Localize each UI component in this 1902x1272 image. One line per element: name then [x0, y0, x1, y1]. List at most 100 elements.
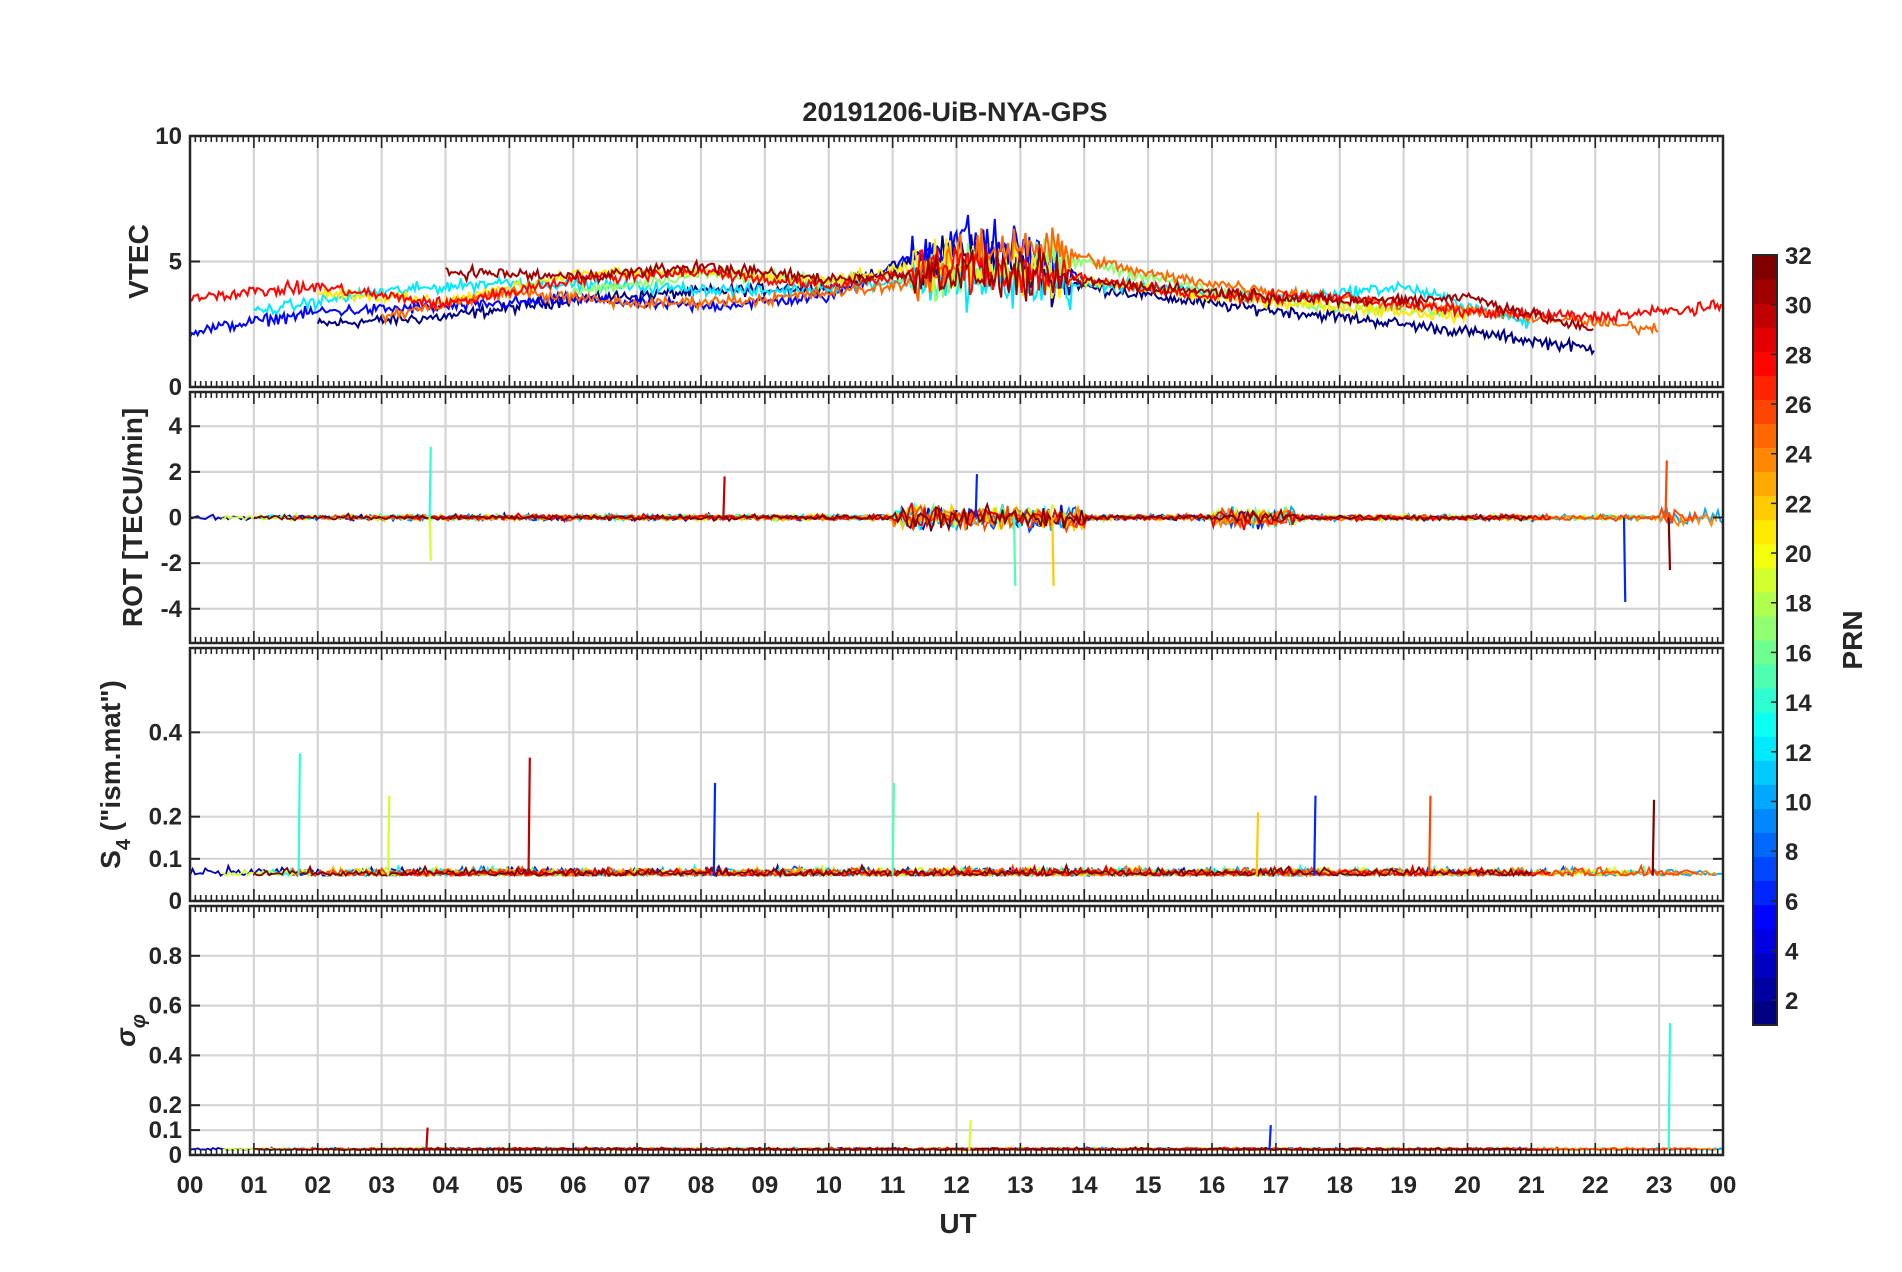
spike — [968, 1120, 972, 1151]
spike — [891, 782, 896, 876]
colorbar-swatch — [1753, 952, 1777, 978]
x-tick-label: 16 — [1199, 1172, 1226, 1199]
series-prn-28 — [190, 246, 1723, 326]
panel-3: 0 0.1 0.2 0.4 S4 ("ism.mat") — [95, 646, 1725, 915]
x-tick-label: 19 — [1390, 1172, 1417, 1199]
spike — [712, 782, 717, 876]
spike — [1255, 812, 1260, 876]
series-prn-25 — [380, 227, 1659, 337]
y-tick-label: 0.1 — [149, 846, 182, 873]
spike — [1313, 795, 1317, 876]
spike — [1051, 517, 1055, 586]
x-tick-label: 00 — [1710, 1172, 1737, 1199]
colorbar-swatch — [1753, 688, 1777, 713]
y-tick-label: 0.8 — [149, 943, 182, 970]
colorbar-swatch — [1753, 760, 1777, 785]
colorbar-swatch — [1753, 591, 1777, 617]
colorbar-swatch — [1753, 519, 1777, 545]
panel-4: 00.10.2 0.4 0.6 0.8 σφ — [110, 904, 1725, 1169]
x-tick-label: 09 — [752, 1172, 779, 1199]
colorbar-tick-label: 28 — [1785, 342, 1812, 369]
colorbar-swatch — [1753, 327, 1777, 352]
colorbar-swatch — [1753, 664, 1777, 689]
spike — [1651, 799, 1656, 876]
y-tick-label: 0 — [169, 505, 182, 532]
colorbar-swatch — [1753, 447, 1777, 473]
y-tick-label: 0 — [169, 1142, 182, 1169]
colorbar-swatch — [1753, 808, 1777, 833]
colorbar-swatch — [1753, 279, 1777, 304]
spike — [1664, 460, 1668, 518]
colorbar-swatch — [1753, 423, 1777, 448]
y-tick-label: 0.1 — [149, 1117, 182, 1144]
y-tick-label: 4 — [169, 413, 183, 440]
chart-title: 20191206-UiB-NYA-GPS — [802, 97, 1107, 127]
colorbar-swatch — [1753, 784, 1777, 809]
x-tick-label: 21 — [1518, 1172, 1545, 1199]
y-tick-label: 0.4 — [149, 1042, 183, 1069]
x-tick-label: 07 — [624, 1172, 651, 1199]
spike — [428, 517, 432, 561]
spike — [297, 753, 301, 876]
y-tick-label: 0.2 — [149, 804, 182, 831]
colorbar-tick-label: 22 — [1785, 491, 1812, 518]
colorbar-swatch — [1753, 832, 1777, 858]
colorbar-tick-label: 18 — [1785, 591, 1812, 618]
y-axis-label: VTEC — [123, 224, 154, 299]
colorbar-tick-label: 32 — [1785, 243, 1812, 270]
spike — [1667, 517, 1672, 571]
colorbar-swatch — [1753, 351, 1777, 376]
colorbar-tick-label: 2 — [1785, 988, 1798, 1015]
y-tick-label: 0 — [169, 888, 182, 915]
spike — [386, 795, 391, 876]
colorbar-swatch — [1753, 495, 1777, 521]
y-tick-label: -2 — [161, 550, 182, 577]
colorbar-tick-label: 8 — [1785, 839, 1798, 866]
y-tick-label: 5 — [169, 249, 182, 276]
spike — [1667, 1023, 1672, 1151]
x-tick-label: 02 — [304, 1172, 331, 1199]
spike — [1622, 517, 1627, 602]
x-tick-label: 17 — [1263, 1172, 1290, 1199]
panel-2: -4 -2 0 2 4 ROT [TECU/min] — [117, 390, 1725, 645]
colorbar-swatch — [1753, 255, 1777, 280]
data-lines — [190, 446, 1723, 602]
x-tick-label: 06 — [560, 1172, 587, 1199]
x-tick-label: 15 — [1135, 1172, 1162, 1199]
colorbar-tick-label: 20 — [1785, 541, 1812, 568]
colorbar-tick-label: 10 — [1785, 789, 1812, 816]
colorbar-tick-label: 6 — [1785, 889, 1798, 916]
x-tick-label: 10 — [815, 1172, 842, 1199]
colorbar-tick-label: 30 — [1785, 293, 1812, 320]
series-prn-32 — [253, 501, 1532, 533]
colorbar-swatch — [1753, 856, 1777, 882]
colorbar-swatch — [1753, 567, 1777, 593]
colorbar-swatch — [1753, 904, 1777, 930]
colorbar-frame — [1752, 254, 1778, 1026]
spike — [722, 476, 726, 518]
x-tick-label: 05 — [496, 1172, 523, 1199]
x-tick-label: 20 — [1454, 1172, 1481, 1199]
spike — [527, 757, 531, 876]
y-tick-label: 0.4 — [149, 719, 183, 746]
x-axis-label: UT — [939, 1208, 976, 1239]
colorbar-label: PRN — [1837, 610, 1868, 669]
colorbar-tick-label: 24 — [1785, 442, 1812, 469]
spike — [1268, 1125, 1272, 1151]
y-tick-label: 0.6 — [149, 993, 182, 1020]
data-lines — [190, 214, 1723, 356]
y-axis-label: σφ — [110, 1014, 150, 1047]
x-tick-label: 18 — [1326, 1172, 1353, 1199]
x-tick-label: 04 — [432, 1172, 459, 1199]
colorbar-swatch — [1753, 712, 1777, 737]
y-tick-label: 2 — [169, 459, 182, 486]
colorbar-tick-label: 12 — [1785, 740, 1812, 767]
colorbar-swatch — [1753, 615, 1777, 641]
y-tick-label: -4 — [161, 596, 183, 623]
colorbar-swatch — [1753, 399, 1777, 424]
y-tick-label: 0.2 — [149, 1092, 182, 1119]
x-tick-label: 01 — [241, 1172, 268, 1199]
x-tick-label: 03 — [368, 1172, 395, 1199]
y-tick-label: 10 — [155, 123, 182, 150]
